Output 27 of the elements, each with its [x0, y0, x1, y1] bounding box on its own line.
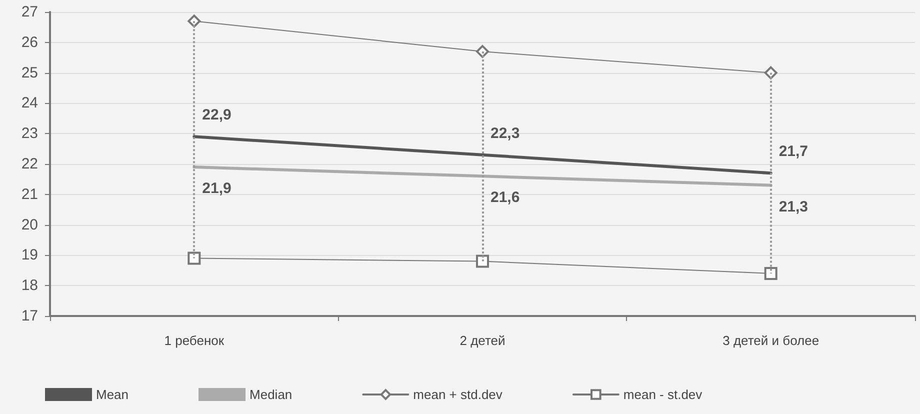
y-tick-label: 17	[21, 308, 38, 324]
legend-label: mean - st.dev	[623, 387, 703, 402]
y-tick-label: 26	[21, 34, 38, 51]
point	[476, 254, 489, 268]
data-label: 21,6	[490, 189, 520, 206]
legend-label: Mean	[96, 387, 129, 402]
y-tick-label: 24	[21, 94, 38, 112]
y-tick-label: 27	[21, 4, 38, 20]
x-tick-label: 2 детей	[460, 333, 506, 348]
y-tick-label: 22	[21, 156, 38, 172]
point	[764, 266, 778, 280]
point	[188, 252, 201, 265]
y-tick-label: 23	[21, 125, 38, 142]
data-label: 21,9	[202, 180, 232, 198]
y-tick-label: 19	[21, 246, 38, 264]
legend-label: Median	[250, 387, 292, 402]
y-tick-label: 18	[21, 277, 38, 294]
y-tick-label: 25	[21, 64, 38, 82]
y-tick-label: 20	[21, 216, 38, 234]
x-tick-label: 1 ребенок	[164, 333, 224, 348]
x-tick-label: 3 детей и более	[722, 333, 820, 348]
legend-label: mean + std.dev	[413, 387, 503, 402]
data-label: 21,3	[778, 198, 808, 216]
data-label: 21,7	[778, 143, 808, 160]
data-label: 22,3	[490, 124, 520, 142]
data-label: 22,9	[202, 106, 232, 124]
y-tick-label: 21	[21, 186, 38, 203]
